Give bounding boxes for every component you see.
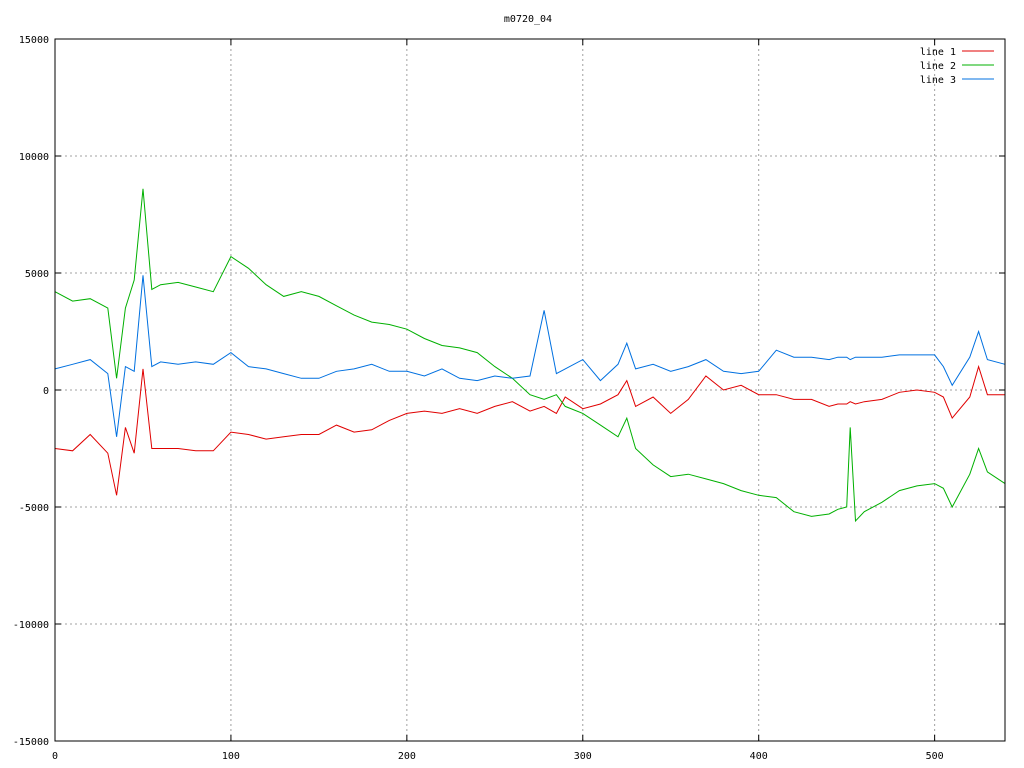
x-tick-label: 500 xyxy=(926,751,944,762)
y-tick-label: 5000 xyxy=(25,269,49,280)
y-tick-label: 10000 xyxy=(19,152,49,163)
grid-lines xyxy=(55,39,1005,741)
chart-title: m0720_04 xyxy=(504,14,552,25)
legend: line 1 line 2 line 3 xyxy=(920,47,994,86)
x-tick-label: 300 xyxy=(574,751,592,762)
x-tick-label: 200 xyxy=(398,751,416,762)
axis-ticks: -15000 -10000 -5000 0 5000 10000 15000 0 100 200 3… xyxy=(13,35,1005,762)
legend-label: line 1 xyxy=(920,47,956,58)
series-lines xyxy=(54,188,1006,523)
y-tick-label: -5000 xyxy=(19,503,49,514)
x-tick-label: 400 xyxy=(750,751,768,762)
y-tick-label: -15000 xyxy=(13,737,49,748)
y-tick-label: 15000 xyxy=(19,35,49,46)
series-line-3 xyxy=(54,275,1006,437)
y-tick-label: -10000 xyxy=(13,620,49,631)
legend-label: line 3 xyxy=(920,75,956,86)
legend-label: line 2 xyxy=(920,61,956,72)
y-tick-label: 0 xyxy=(43,386,49,397)
x-tick-label: 100 xyxy=(222,751,240,762)
series-line-1 xyxy=(54,364,1005,496)
series-line-2 xyxy=(54,188,1006,523)
x-tick-label: 0 xyxy=(52,751,58,762)
